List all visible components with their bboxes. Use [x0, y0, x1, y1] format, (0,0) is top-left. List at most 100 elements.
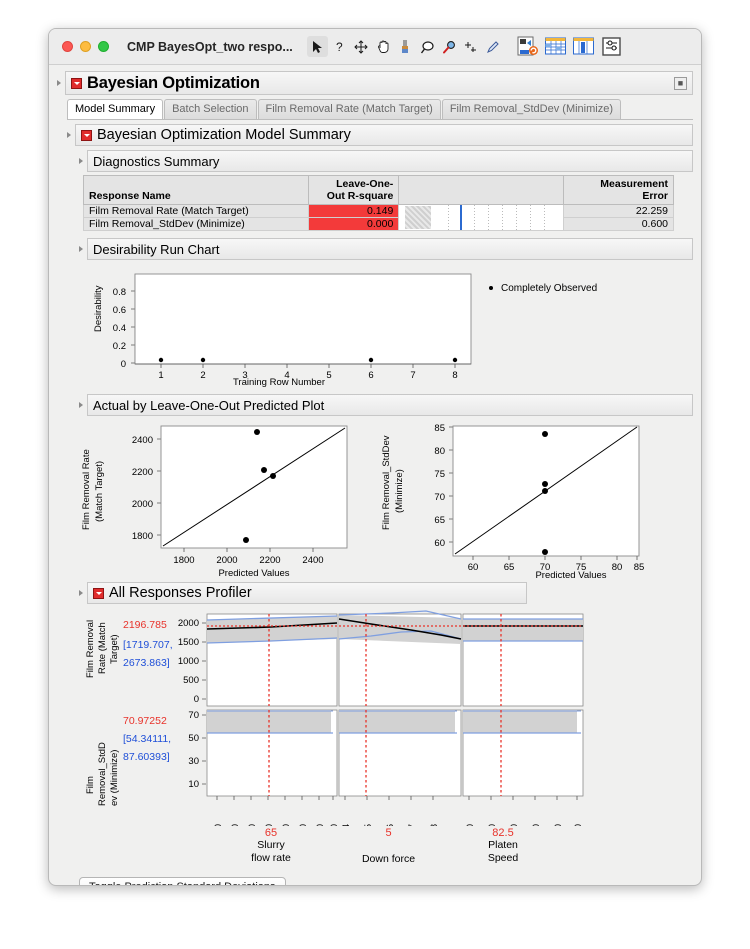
desirability-run-chart[interactable]: Desirability 0.8 0.6 0.4 0.2 0	[79, 260, 693, 388]
svg-text:2200: 2200	[132, 467, 153, 478]
svg-text:Film Removal Rate: Film Removal Rate	[81, 449, 92, 530]
svg-text:120: 120	[573, 824, 583, 826]
ci-band	[339, 615, 461, 645]
svg-text:100: 100	[329, 824, 339, 826]
table-row[interactable]: Film Removal_StdDev (Minimize) 0.000 0.6…	[82, 217, 674, 232]
model-summary-red-triangle-icon[interactable]	[81, 129, 92, 141]
col-measurement-error: Measurement Error	[563, 174, 674, 206]
desirability-y-axis-label: Desirability	[93, 285, 104, 332]
traffic-light-buttons	[62, 41, 109, 52]
svg-text:65: 65	[434, 515, 445, 526]
crosshair-move-icon[interactable]	[351, 36, 372, 57]
script-settings-icon[interactable]	[600, 36, 623, 57]
expand-box-icon[interactable]: ■	[674, 76, 687, 90]
loo-disclosure-triangle[interactable]	[79, 402, 83, 409]
brush-icon[interactable]	[395, 36, 416, 57]
profiler-response2-ci-line2: 87.60393]	[123, 751, 170, 763]
minimize-window-icon[interactable]	[80, 41, 91, 52]
svg-text:85: 85	[634, 562, 645, 573]
svg-text:2400: 2400	[302, 555, 323, 566]
svg-text:5: 5	[363, 824, 373, 826]
diagnostics-disclosure-triangle[interactable]	[79, 158, 83, 164]
close-window-icon[interactable]	[62, 41, 73, 52]
tab-model-summary[interactable]: Model Summary	[67, 99, 164, 119]
svg-text:6: 6	[385, 824, 395, 826]
factor-value-platen[interactable]: 82.5	[492, 827, 514, 840]
svg-text:60: 60	[468, 562, 479, 573]
svg-text:8: 8	[452, 370, 457, 380]
window-title: CMP BayesOpt_two respo...	[127, 39, 293, 54]
svg-text:(Match Target): (Match Target)	[94, 461, 105, 522]
desirability-disclosure-triangle[interactable]	[79, 246, 83, 253]
tab-film-removal-stddev[interactable]: Film Removal_StdDev (Minimize)	[441, 99, 622, 119]
jmp-report-window: CMP BayesOpt_two respo... ?	[48, 28, 702, 886]
loo-plot-film-removal-rate[interactable]: Film Removal Rate (Match Target) 2400 220…	[71, 418, 371, 581]
svg-text:1800: 1800	[173, 555, 194, 566]
svg-text:80: 80	[298, 824, 308, 826]
svg-text:0.6: 0.6	[113, 305, 126, 316]
svg-text:30: 30	[188, 756, 199, 767]
profiler-red-triangle-menu-icon[interactable]	[93, 587, 104, 599]
legend-label: Completely Observed	[501, 283, 597, 294]
svg-text:80: 80	[487, 824, 497, 826]
svg-text:7: 7	[410, 370, 415, 380]
svg-text:(Minimize): (Minimize)	[394, 469, 405, 513]
svg-text:Film Removal_StdDev: Film Removal_StdDev	[381, 435, 392, 530]
svg-text:0.8: 0.8	[113, 287, 126, 298]
help-question-icon[interactable]: ?	[329, 36, 350, 57]
grabber-hand-icon[interactable]	[373, 36, 394, 57]
svg-text:4: 4	[284, 370, 289, 380]
desirability-data-points	[158, 357, 458, 363]
model-summary-band: Bayesian Optimization Model Summary	[75, 124, 693, 146]
profiler-grid[interactable]: Film Removal Rate (Match Target) 2196.78…	[71, 606, 693, 875]
loo-plot-film-removal-stddev[interactable]: Film Removal_StdDev (Minimize) 85 80 75 70…	[371, 418, 671, 581]
svg-text:75: 75	[434, 469, 445, 480]
table-row[interactable]: Film Removal Rate (Match Target) 0.149	[82, 204, 674, 232]
report-disclosure-triangle[interactable]	[57, 80, 61, 86]
factor-name-platen-line1: Platen	[488, 839, 518, 852]
svg-text:Film: Film	[85, 776, 96, 794]
factor-value-downforce[interactable]: 5	[385, 827, 392, 840]
profiler-mean-line	[338, 618, 462, 640]
svg-text:90: 90	[509, 824, 519, 826]
ci-band	[339, 710, 455, 734]
svg-text:ev (Minimize): ev (Minimize)	[109, 750, 120, 806]
svg-text:70: 70	[188, 710, 199, 721]
zoom-window-icon[interactable]	[98, 41, 109, 52]
crosshairs-icon[interactable]	[461, 36, 482, 57]
column-viewer-icon[interactable]	[572, 36, 595, 57]
svg-text:75: 75	[576, 562, 587, 573]
factor-name-slurry-line2: flow rate	[251, 852, 291, 865]
model-summary-title: Bayesian Optimization Model Summary	[97, 127, 351, 143]
arrow-select-icon[interactable]	[306, 36, 328, 57]
svg-text:70: 70	[434, 492, 445, 503]
svg-text:50: 50	[247, 824, 257, 826]
jmp-data-refresh-icon[interactable]	[516, 36, 539, 57]
svg-text:6: 6	[368, 370, 373, 380]
tab-film-removal-rate[interactable]: Film Removal Rate (Match Target)	[257, 99, 441, 119]
report-tabs: Model Summary Batch Selection Film Remov…	[67, 99, 693, 119]
annotate-pencil-icon[interactable]	[483, 36, 504, 57]
svg-text:0: 0	[121, 359, 126, 370]
svg-text:60: 60	[434, 538, 445, 549]
lasso-icon[interactable]	[417, 36, 438, 57]
factor-value-slurry[interactable]: 65	[264, 827, 278, 840]
model-summary-disclosure-triangle[interactable]	[67, 132, 71, 138]
cell-measurement-error: 22.259	[563, 204, 674, 219]
svg-text:2200: 2200	[259, 555, 280, 566]
ci-band	[207, 616, 337, 644]
report-red-triangle-menu-icon[interactable]	[71, 77, 82, 89]
profiler-response1-ci-line1: [1719.707,	[123, 639, 173, 651]
toggle-prediction-standard-deviations-button[interactable]: Toggle Prediction Standard Deviations	[79, 877, 286, 885]
ci-band	[463, 619, 583, 642]
legend-marker	[489, 286, 493, 291]
profiler-disclosure-triangle[interactable]	[79, 590, 83, 597]
profiler-mean-line	[206, 622, 338, 630]
data-table-icon[interactable]	[544, 36, 567, 57]
tab-batch-selection[interactable]: Batch Selection	[164, 99, 257, 119]
svg-text:85: 85	[434, 423, 445, 434]
magnifier-icon[interactable]	[439, 36, 460, 57]
svg-text:1: 1	[158, 370, 163, 380]
svg-text:1000: 1000	[178, 656, 199, 667]
factor-name-platen-line2: Speed	[487, 852, 519, 865]
